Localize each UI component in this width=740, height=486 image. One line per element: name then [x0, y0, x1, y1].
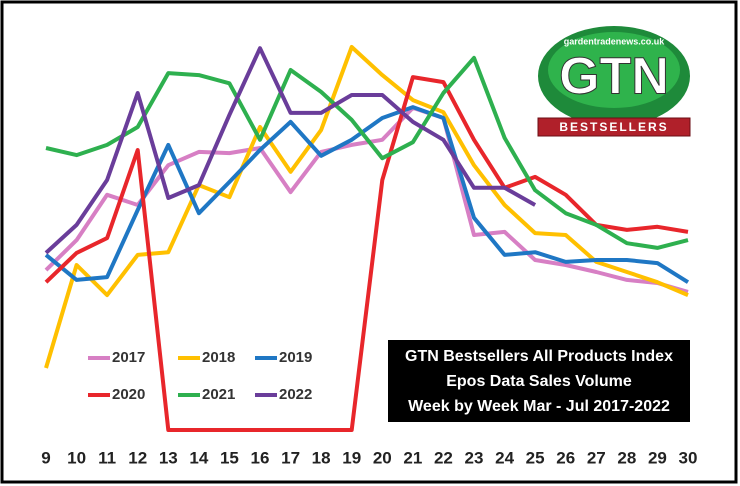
x-tick-label: 27	[587, 448, 606, 467]
legend-label: 2019	[279, 349, 312, 366]
logo: gardentradenews.co.uk GTN BESTSELLERS	[537, 26, 691, 137]
chart-title: Epos Data Sales Volume	[446, 373, 632, 390]
x-tick-label: 12	[128, 448, 147, 467]
x-tick-label: 22	[434, 448, 453, 467]
x-tick-label: 20	[373, 448, 392, 467]
x-tick-label: 11	[98, 448, 116, 467]
x-tick-label: 10	[67, 448, 86, 467]
logo-name: GTN	[559, 48, 669, 106]
title-box	[388, 340, 690, 422]
x-tick-label: 9	[41, 448, 50, 467]
series-line	[44, 46, 537, 255]
chart-title: Week by Week Mar - Jul 2017-2022	[408, 398, 670, 415]
x-tick-label: 14	[189, 448, 208, 467]
series-line	[44, 105, 690, 284]
x-tick-label: 29	[648, 448, 667, 467]
logo-ellipse-inner	[548, 32, 680, 108]
series-line	[44, 45, 689, 369]
x-tick-label: 15	[220, 448, 239, 467]
series-line	[44, 75, 689, 432]
x-tick-label: 26	[556, 448, 575, 467]
logo-tag: BESTSELLERS	[559, 120, 668, 134]
legend-label: 2020	[112, 386, 145, 403]
x-tick-label: 19	[342, 448, 361, 467]
x-tick-label: 21	[403, 448, 422, 467]
x-tick-label: 16	[251, 448, 270, 467]
legend-label: 2018	[202, 349, 235, 366]
x-tick-label: 30	[679, 448, 698, 467]
series-line	[45, 55, 689, 250]
legend-label: 2022	[279, 386, 312, 403]
logo-site: gardentradenews.co.uk	[564, 36, 666, 46]
legend-label: 2017	[112, 349, 145, 366]
series-line	[44, 105, 689, 294]
x-tick-label: 28	[617, 448, 636, 467]
x-tick-label: 24	[495, 448, 514, 467]
x-tick-label: 17	[281, 448, 300, 467]
chart-title: GTN Bestsellers All Products Index	[405, 348, 673, 365]
logo-banner	[537, 117, 691, 137]
x-tick-label: 13	[159, 448, 178, 467]
x-tick-label: 18	[312, 448, 331, 467]
x-tick-label: 23	[465, 448, 484, 467]
x-tick-label: 25	[526, 448, 545, 467]
legend-label: 2021	[202, 386, 235, 403]
